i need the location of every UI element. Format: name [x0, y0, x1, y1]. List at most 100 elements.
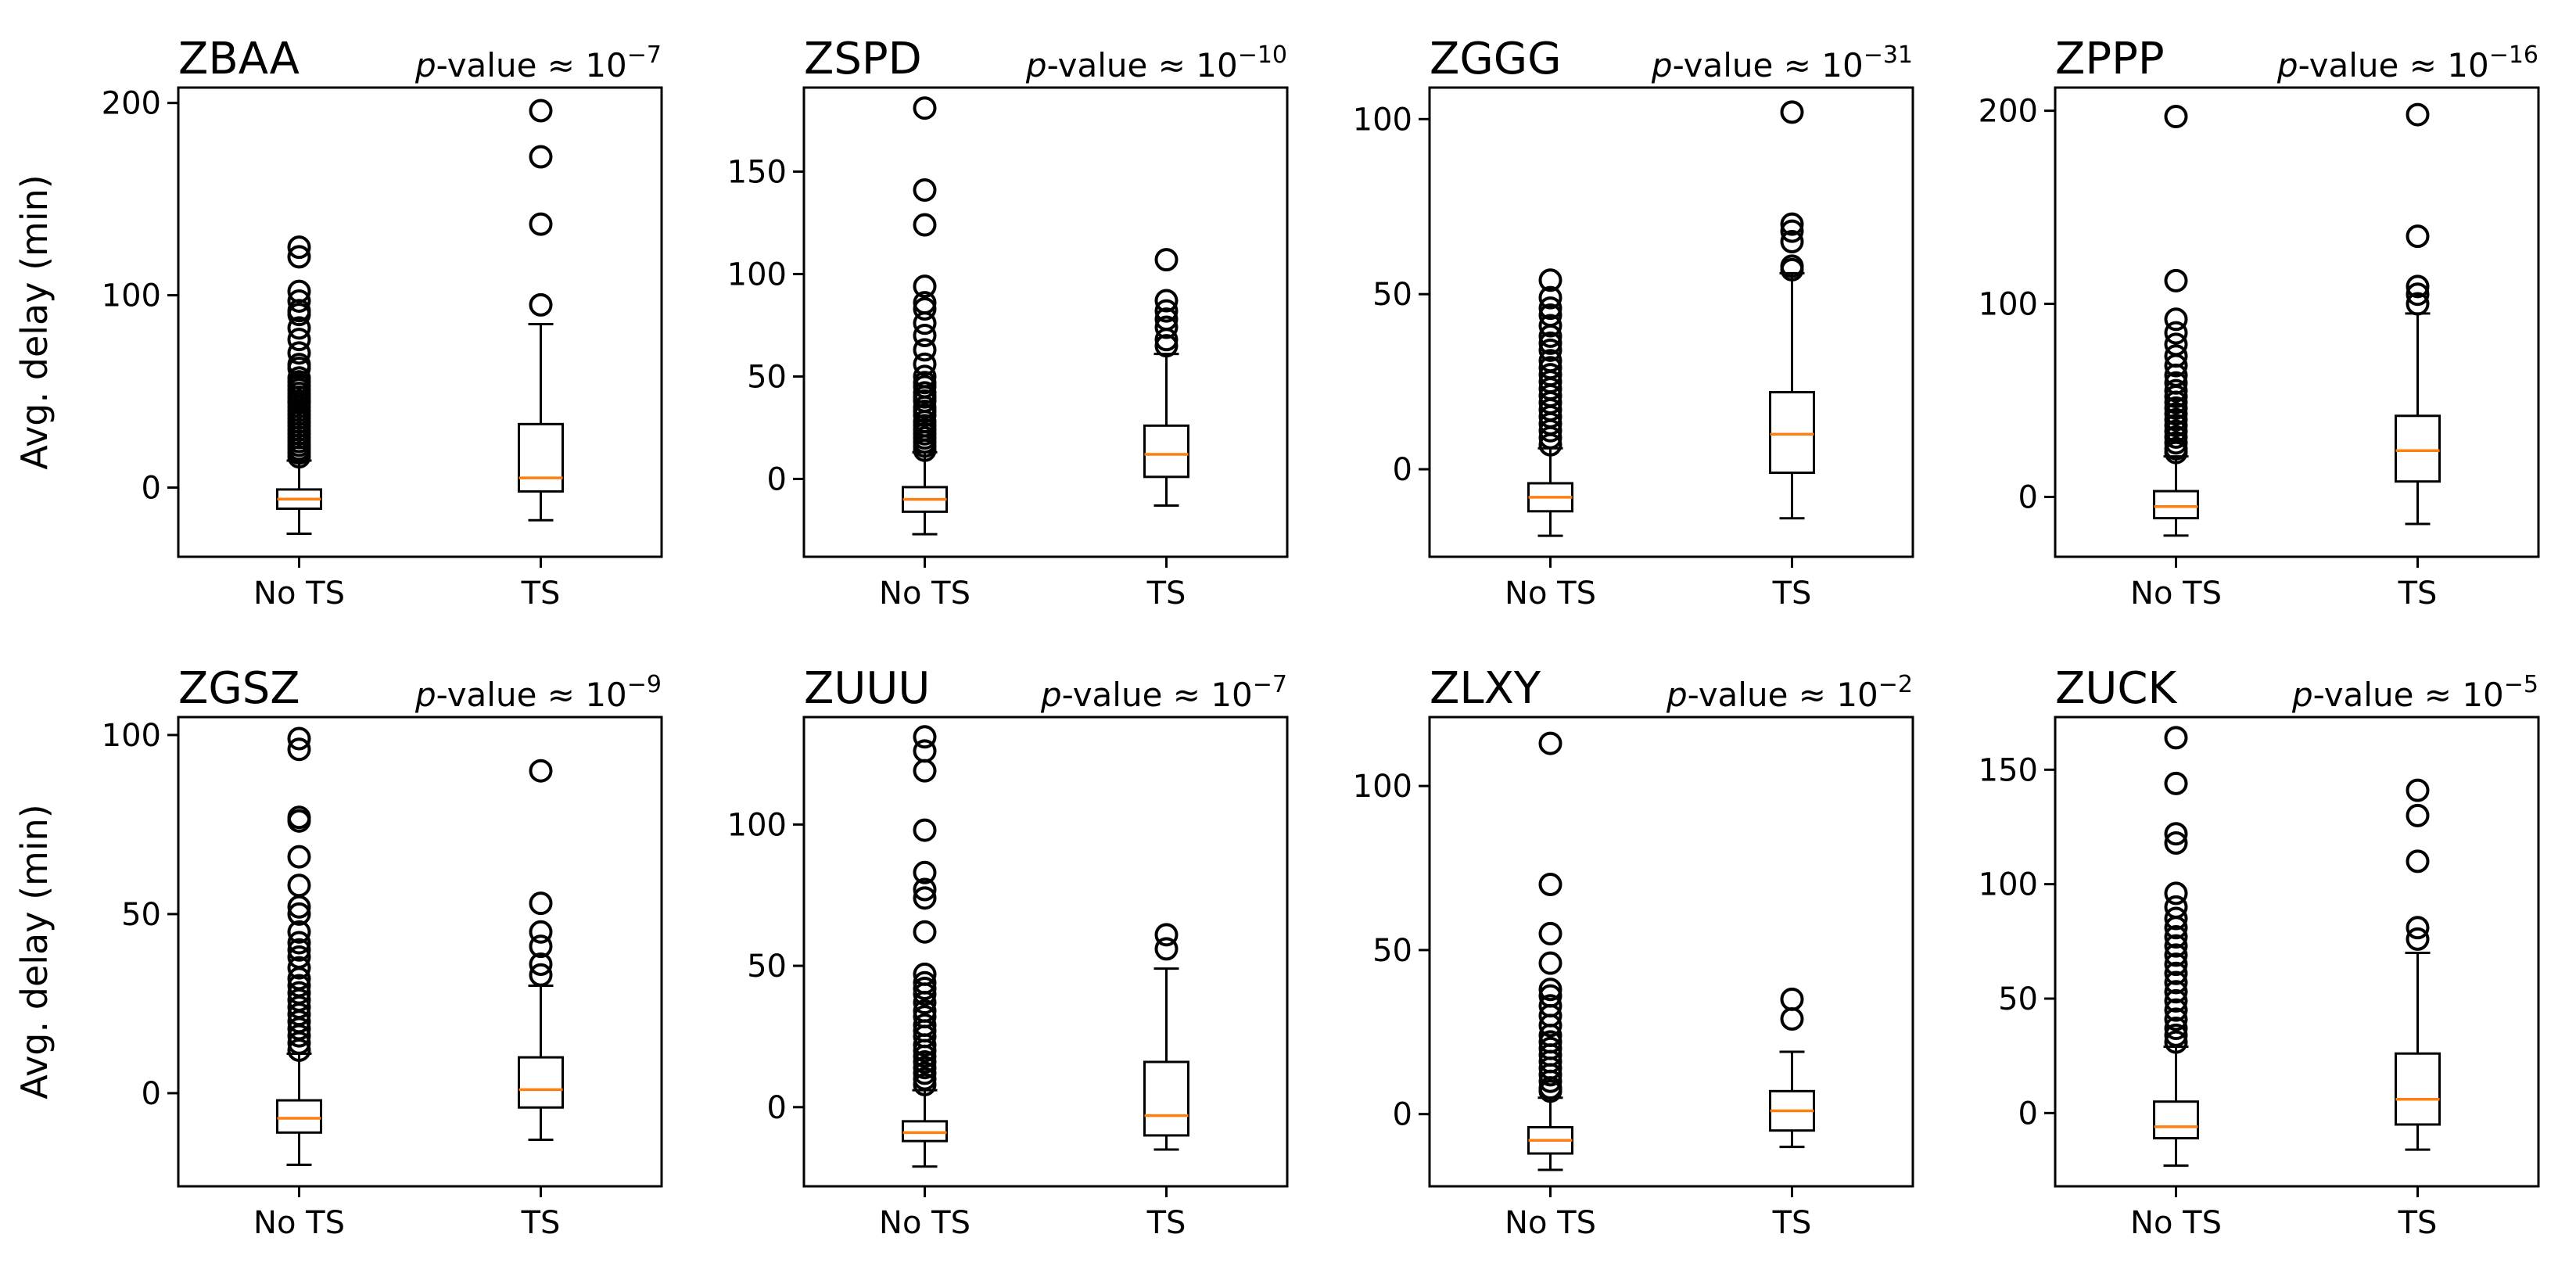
- iqr-box: [2153, 490, 2199, 520]
- flier-point: [287, 895, 311, 919]
- y-tick-label: 100: [727, 807, 787, 843]
- flier-point: [529, 292, 553, 317]
- box-ts: [518, 759, 564, 1141]
- pvalue-base: 10: [1211, 676, 1252, 714]
- panel-title: ZUCK: [2055, 663, 2177, 714]
- flier-point: [1538, 1013, 1562, 1038]
- pvalue-exponent: −2: [1878, 671, 1913, 698]
- flier-point: [1538, 1069, 1562, 1093]
- flier-point: [1538, 296, 1562, 321]
- flier-point: [2164, 906, 2188, 931]
- plot-frame: [1428, 716, 1914, 1188]
- pvalue-text: -value ≈: [2313, 676, 2463, 714]
- plot-frame: [177, 86, 663, 558]
- panel-zlxy: ZLXY p-value ≈ 10−2 0 50 100 No TS TS: [1353, 663, 1914, 1241]
- flier-point: [529, 934, 553, 959]
- flier-point: [2164, 980, 2188, 1004]
- pvalue-label: p-value ≈ 10−10: [1025, 41, 1287, 84]
- panel-zuck: ZUCK p-value ≈ 10−5 0 50 100 150 No TS TS: [1979, 663, 2540, 1241]
- pvalue-label: p-value ≈ 10−5: [2291, 671, 2538, 714]
- y-tick-label: 50: [747, 359, 787, 395]
- panel-zggg: ZGGG p-value ≈ 10−31 0 50 100 No TS TS: [1353, 34, 1914, 612]
- pvalue-text: -value ≈: [1047, 46, 1197, 84]
- flier-point: [1538, 921, 1562, 945]
- flier-point: [2406, 778, 2430, 802]
- flier-point: [913, 818, 937, 842]
- plot-frame: [802, 716, 1289, 1188]
- box-no-ts: [1527, 268, 1573, 537]
- x-tick-label: TS: [521, 576, 561, 612]
- panel-title: ZSPD: [804, 34, 922, 84]
- flier-point: [529, 891, 553, 916]
- flier-point: [1538, 432, 1562, 457]
- flier-point: [287, 303, 311, 327]
- y-tick-label: 0: [767, 461, 787, 497]
- pvalue-label: p-value ≈ 10−31: [1651, 41, 1913, 84]
- flier-point: [1154, 937, 1179, 961]
- y-tick-label: 100: [102, 278, 161, 314]
- pvalue-p: p: [1666, 676, 1688, 714]
- flier-point: [1538, 314, 1562, 338]
- y-tick-label: 100: [1979, 867, 2038, 903]
- box-ts: [2395, 778, 2441, 1151]
- flier-point: [913, 759, 937, 783]
- pvalue-text: -value ≈: [2298, 46, 2448, 84]
- flier-point: [913, 860, 937, 884]
- flier-point: [1780, 257, 1804, 282]
- flier-point: [2164, 105, 2188, 129]
- pvalue-exponent: −7: [627, 41, 662, 69]
- flier-point: [2406, 102, 2430, 127]
- pvalue-text: -value ≈: [1688, 676, 1837, 714]
- x-tick-label: TS: [2398, 1205, 2438, 1241]
- flier-point: [2406, 282, 2430, 307]
- iqr-box: [2153, 1100, 2199, 1140]
- flier-point: [913, 178, 937, 203]
- flier-point: [529, 212, 553, 236]
- flier-point: [2406, 292, 2430, 316]
- flier-point: [1538, 331, 1562, 355]
- flier-point: [2164, 934, 2188, 958]
- panel-title: ZBAA: [178, 34, 300, 84]
- pvalue-label: p-value ≈ 10−2: [1666, 671, 1913, 714]
- pvalue-base: 10: [1836, 676, 1878, 714]
- y-tick-label: 0: [2018, 479, 2038, 515]
- flier-point: [2164, 771, 2188, 795]
- y-tick-label: 50: [1372, 277, 1412, 313]
- box-ts: [1143, 248, 1189, 507]
- flier-point: [913, 296, 937, 321]
- flier-point: [529, 963, 553, 987]
- iqr-box: [1143, 424, 1189, 479]
- plot-frame: [177, 716, 663, 1188]
- box-ts: [1769, 987, 1815, 1149]
- flier-point: [913, 352, 937, 376]
- y-tick-label: 150: [727, 154, 787, 190]
- x-tick-label: No TS: [1505, 1205, 1596, 1241]
- plot-frame: [1428, 86, 1914, 558]
- flier-point: [1154, 248, 1179, 272]
- flier-point: [287, 920, 311, 944]
- y-axis-label: Avg. delay (min): [13, 804, 56, 1099]
- flier-point: [2164, 307, 2188, 332]
- flier-point: [913, 404, 937, 428]
- flier-point: [913, 739, 937, 763]
- y-tick-label: 0: [142, 470, 161, 506]
- panel-zspd: ZSPD p-value ≈ 10−10 0 50 100 150 No TS TS: [727, 34, 1289, 612]
- flier-point: [2406, 927, 2430, 951]
- iqr-box: [276, 1099, 322, 1134]
- iqr-box: [2395, 414, 2441, 483]
- flier-point: [1154, 923, 1179, 947]
- flier-point: [287, 931, 311, 955]
- flier-point: [1154, 299, 1179, 323]
- y-tick-label: 0: [1393, 452, 1412, 488]
- x-tick-label: No TS: [879, 1205, 970, 1241]
- flier-point: [2164, 1017, 2188, 1041]
- x-tick-label: No TS: [2130, 1205, 2222, 1241]
- pvalue-exponent: −9: [627, 671, 662, 698]
- iqr-box: [1769, 391, 1815, 475]
- x-tick-label: No TS: [879, 576, 970, 612]
- box-ts: [1769, 100, 1815, 520]
- flier-point: [1538, 268, 1562, 292]
- flier-point: [2164, 822, 2188, 846]
- pvalue-base: 10: [1196, 46, 1237, 84]
